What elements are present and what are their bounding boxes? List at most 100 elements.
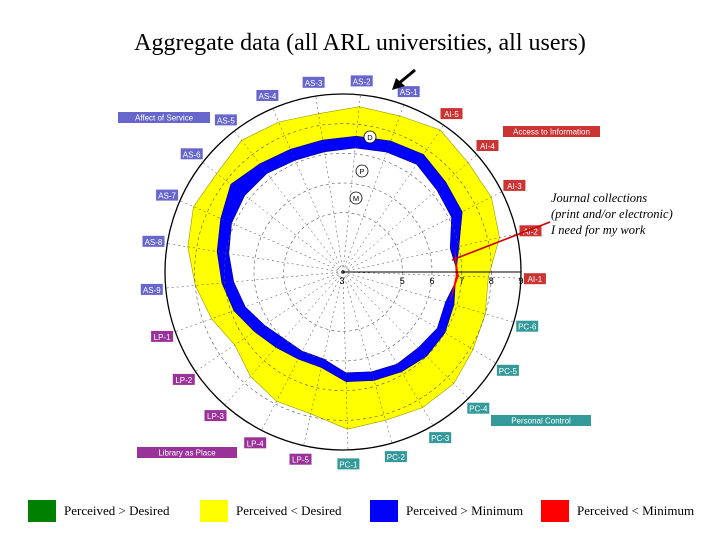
legend-label: Perceived > Minimum xyxy=(406,503,524,518)
dimension-label-text: AI-1 xyxy=(528,275,543,284)
scale-tick-label: 6 xyxy=(429,276,434,286)
legend-label: Perceived > Desired xyxy=(64,503,170,518)
dimension-label-text: AS-1 xyxy=(400,88,418,97)
annotation-line-3: I need for my work xyxy=(551,223,646,237)
dimension-label-bg xyxy=(429,432,452,444)
dimension-label-bg xyxy=(142,235,165,247)
dimension-label-text: LP-1 xyxy=(154,333,171,342)
legend-item-perceived-lt-desired: Perceived < Desired xyxy=(200,498,342,524)
scale-tick-label: 5 xyxy=(400,276,405,286)
dimension-label-pc-1: PC-1 xyxy=(337,458,360,470)
dimension-label-as-5: AS-5 xyxy=(214,114,237,126)
dimension-label-ai-4: AI-4 xyxy=(476,140,499,151)
legend-label: Perceived < Minimum xyxy=(577,503,695,518)
dimension-label-bg xyxy=(172,373,195,385)
legend-swatch xyxy=(200,500,228,522)
dimension-label-text: AS-4 xyxy=(259,92,277,101)
dimension-label-ai-1: AI-1 xyxy=(523,273,546,285)
dimension-label-text: PC-2 xyxy=(387,453,406,462)
legend-item-perceived-gt-minimum: Perceived > Minimum xyxy=(370,498,523,524)
dimension-label-bg xyxy=(523,273,546,285)
chart-title: Aggregate data (all ARL universities, al… xyxy=(134,30,586,56)
dimension-label-bg xyxy=(140,283,163,295)
dimension-label-as-1: AS-1 xyxy=(397,86,420,98)
dimension-label-lp-4: LP-4 xyxy=(244,437,267,449)
dimension-label-ai-3: AI-3 xyxy=(503,179,526,191)
dimension-label-as-3: AS-3 xyxy=(302,76,325,88)
annotation-line-1: Journal collections xyxy=(551,191,648,205)
dimension-label-lp-1: LP-1 xyxy=(151,330,174,342)
group-label-text: Personal Control xyxy=(511,417,571,426)
dimension-label-bg xyxy=(289,453,312,465)
dimension-label-as-4: AS-4 xyxy=(256,90,279,101)
dimension-label-text: PC-5 xyxy=(499,367,518,376)
dimension-label-text: PC-4 xyxy=(469,405,488,414)
legend-swatch xyxy=(28,500,56,522)
dimension-label-bg xyxy=(496,364,519,376)
dimension-label-text: AI-4 xyxy=(480,142,495,151)
group-label-text: Library as Place xyxy=(158,449,216,458)
dimension-label-bg xyxy=(519,225,542,237)
marker-label: D xyxy=(367,133,373,142)
dimension-label-as-9: AS-9 xyxy=(140,283,163,295)
group-label-text: Affect of Service xyxy=(135,114,194,123)
dimension-label-text: PC-1 xyxy=(339,460,358,469)
marker-circle xyxy=(363,130,377,144)
dimension-label-ai-2: AI-2 xyxy=(519,225,542,237)
legend-swatch xyxy=(541,500,569,522)
dimension-label-as-8: AS-8 xyxy=(142,235,165,247)
dimension-label-bg xyxy=(180,148,203,160)
dimension-label-text: AS-7 xyxy=(158,192,176,201)
arrow-head xyxy=(392,78,405,90)
legend-label: Perceived < Desired xyxy=(236,503,342,518)
marker-label: P xyxy=(359,167,364,176)
dimension-label-bg xyxy=(214,114,237,126)
scale-tick-label: 8 xyxy=(489,276,494,286)
dimension-label-bg xyxy=(516,320,539,332)
dimension-label-bg xyxy=(476,140,499,151)
dimension-label-bg xyxy=(397,86,420,98)
dimension-label-pc-3: PC-3 xyxy=(429,432,452,444)
group-label-bg xyxy=(503,126,600,137)
group-label-personal-control: Personal Control xyxy=(491,415,591,426)
marker-label: M xyxy=(353,194,359,203)
dimension-label-bg xyxy=(350,75,373,87)
dimension-label-bg xyxy=(302,76,325,88)
dimension-label-bg xyxy=(440,108,463,120)
dimension-label-as-7: AS-7 xyxy=(156,189,179,201)
legend-item-perceived-lt-minimum: Perceived < Minimum xyxy=(541,498,694,524)
annotation: Journal collections (print and/or electr… xyxy=(551,190,716,238)
dimension-label-lp-5: LP-5 xyxy=(289,453,312,465)
dimension-label-pc-6: PC-6 xyxy=(516,320,539,332)
dimension-label-text: PC-3 xyxy=(431,434,450,443)
dimension-label-text: AS-8 xyxy=(145,238,163,247)
dimension-label-bg xyxy=(384,451,407,463)
dimension-label-as-6: AS-6 xyxy=(180,148,203,160)
dimension-label-pc-5: PC-5 xyxy=(496,364,519,376)
dimension-label-bg xyxy=(337,458,360,470)
dimension-label-bg xyxy=(156,189,179,201)
dimension-label-text: AI-5 xyxy=(444,110,459,119)
dimension-label-lp-3: LP-3 xyxy=(204,410,227,422)
dimension-label-text: LP-2 xyxy=(175,376,192,385)
annotation-line-2: (print and/or electronic) xyxy=(551,207,673,221)
legend-swatch xyxy=(370,500,398,522)
radar-chart: 3 5 6 7 8 9 D P M AS-1 AI-5 AI-4 AI-3 AI-2 AI-1 PC-6 PC-… xyxy=(118,68,600,470)
band-inner-minimum xyxy=(228,147,459,374)
band-perceived-lt-minimum xyxy=(449,247,459,304)
group-label-bg xyxy=(118,112,210,123)
group-label-bg xyxy=(491,415,591,426)
dimension-label-bg xyxy=(256,90,279,101)
group-label-bg xyxy=(137,447,237,458)
dimension-label-text: AI-2 xyxy=(523,227,538,236)
dimension-label-text: AS-9 xyxy=(143,286,161,295)
dimension-label-text: LP-5 xyxy=(292,456,309,465)
dimension-label-pc-2: PC-2 xyxy=(384,451,407,463)
marker-circle xyxy=(355,164,369,178)
dimension-label-bg xyxy=(244,437,267,449)
dimension-label-ai-5: AI-5 xyxy=(440,108,463,120)
dimension-label-text: AS-2 xyxy=(353,77,371,86)
dimension-label-bg xyxy=(204,410,227,422)
scale-tick-label: 9 xyxy=(518,276,523,286)
dimension-label-text: AS-5 xyxy=(217,116,235,125)
